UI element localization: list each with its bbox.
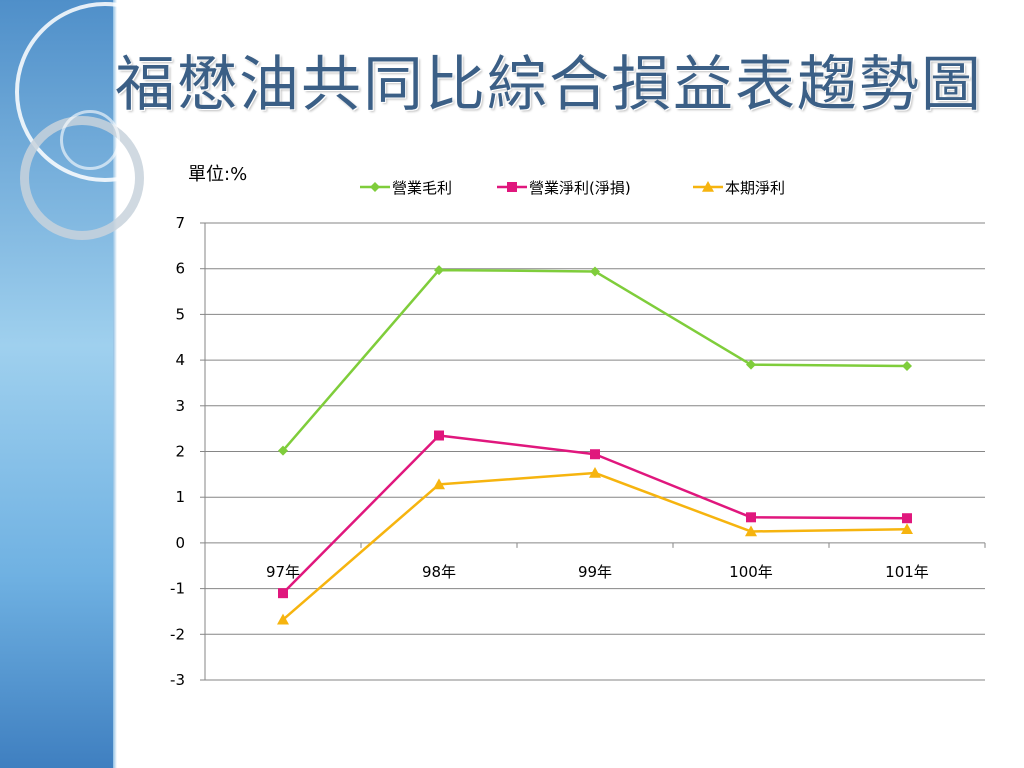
legend-swatch-marker bbox=[507, 182, 517, 192]
legend-label: 營業淨利(淨損) bbox=[529, 179, 631, 197]
legend-label: 本期淨利 bbox=[725, 179, 785, 197]
y-tick-label: 2 bbox=[175, 443, 185, 461]
x-tick-label: 101年 bbox=[885, 563, 929, 581]
x-tick-label: 100年 bbox=[729, 563, 773, 581]
side-decoration-edge bbox=[113, 0, 117, 768]
y-tick-label: 4 bbox=[175, 351, 185, 369]
data-point bbox=[589, 466, 601, 478]
y-tick-label: 7 bbox=[175, 214, 185, 232]
y-tick-label: 5 bbox=[175, 305, 185, 323]
data-point bbox=[901, 523, 913, 534]
legend-item-1: 營業淨利(淨損) bbox=[497, 179, 631, 197]
data-point bbox=[590, 266, 600, 277]
slide-title: 福懋油共同比綜合損益表趨勢圖 bbox=[115, 50, 983, 120]
y-tick-label: 6 bbox=[175, 260, 185, 278]
data-point bbox=[902, 361, 912, 372]
series-2 bbox=[277, 466, 913, 625]
data-point bbox=[278, 588, 288, 599]
x-tick-label: 99年 bbox=[578, 563, 612, 581]
data-point bbox=[902, 513, 912, 524]
legend-item-2: 本期淨利 bbox=[693, 179, 785, 197]
y-tick-label: 1 bbox=[175, 488, 185, 506]
y-tick-label: 0 bbox=[175, 534, 185, 552]
y-tick-label: -3 bbox=[170, 671, 185, 689]
legend-swatch-marker bbox=[370, 182, 380, 192]
data-point bbox=[590, 449, 600, 460]
series-lines bbox=[277, 265, 913, 625]
data-point bbox=[277, 613, 289, 625]
decorative-ring-small bbox=[60, 110, 120, 170]
data-point bbox=[433, 478, 445, 490]
y-tick-label: 3 bbox=[175, 397, 185, 415]
legend-label: 營業毛利 bbox=[392, 179, 452, 197]
series-1 bbox=[278, 430, 912, 599]
y-tick-label: -2 bbox=[170, 625, 185, 643]
data-point bbox=[746, 512, 756, 523]
unit-label: 單位:% bbox=[188, 164, 248, 185]
series-line bbox=[282, 471, 908, 621]
data-point bbox=[745, 525, 757, 537]
data-point bbox=[434, 265, 444, 276]
data-point bbox=[434, 430, 444, 441]
y-tick-label: -1 bbox=[170, 580, 185, 598]
legend-item-0: 營業毛利 bbox=[360, 179, 452, 197]
data-point bbox=[746, 359, 756, 370]
legend-swatch-marker bbox=[702, 181, 714, 192]
legend: 營業毛利 營業淨利(淨損) 本期淨利 bbox=[360, 179, 785, 197]
series-0 bbox=[278, 265, 912, 456]
x-tick-label: 97年 bbox=[266, 563, 300, 581]
data-point bbox=[278, 445, 288, 456]
axes: 7 6 5 4 3 2 1 0 -1 -2 -3 97年 98年 99年 100年 101年 bbox=[170, 214, 986, 689]
x-tick-label: 98年 bbox=[422, 563, 456, 581]
